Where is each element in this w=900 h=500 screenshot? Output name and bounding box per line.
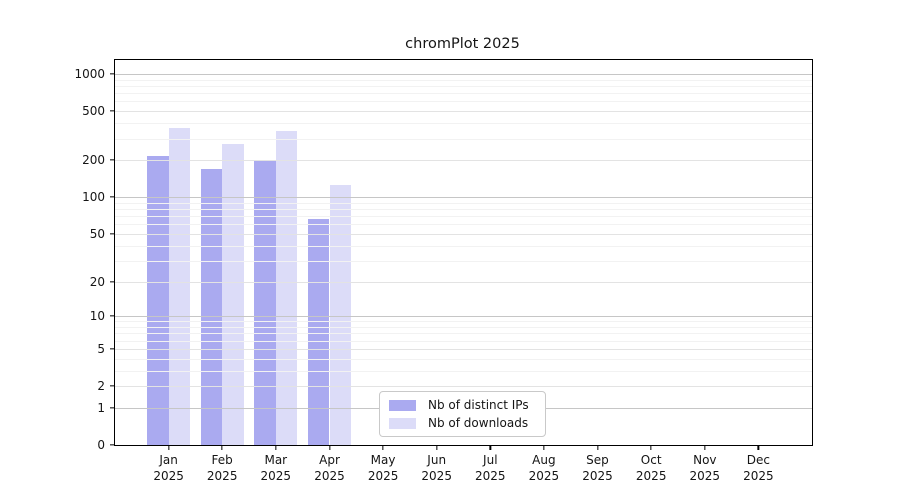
legend-item-distinct-ips: Nb of distinct IPs (389, 398, 536, 412)
bar-distinct-ips-mar (254, 160, 276, 445)
y-tick-label-2: 2 (97, 379, 105, 393)
y-tick-label-100: 100 (82, 190, 105, 205)
bar-distinct-ips-jan (147, 156, 169, 445)
x-tick-may (382, 445, 384, 450)
y-tick-0 (110, 444, 115, 446)
x-tick-year: 2025 (206, 469, 238, 483)
x-tick-label-dec: Dec 2025 (743, 452, 774, 484)
x-tick-nov (704, 445, 706, 450)
x-tick-apr (328, 445, 331, 450)
x-tick-label-sep: Sep 2025 (582, 452, 613, 484)
x-tick-jul (489, 445, 491, 450)
x-tick-month: Nov (693, 453, 717, 467)
y-tick-label-20: 20 (89, 274, 105, 289)
x-tick-label-oct: Oct 2025 (636, 452, 667, 484)
legend-swatch-distinct-ips (389, 399, 416, 411)
y-tick-label-50: 50 (89, 226, 105, 241)
y-tick-1 (110, 407, 115, 409)
bars-layer (115, 60, 812, 445)
y-tick-5 (110, 348, 115, 350)
x-tick-month: Aug (532, 453, 556, 467)
y-tick-label-10: 10 (89, 309, 105, 324)
y-tick-label-1000: 1000 (74, 67, 105, 81)
x-tick-jan (167, 445, 170, 450)
x-tick-label-nov: Nov 2025 (690, 452, 721, 484)
y-tick-2 (110, 385, 115, 387)
x-tick-oct (650, 445, 652, 450)
y-tick-200 (110, 159, 115, 161)
x-tick-month: Sep (586, 453, 609, 467)
plot-area: 0 1 2 5 10 20 50 100 200 500 1000 Jan 2025 Feb 2025 Ma… (74, 59, 813, 483)
x-tick-year: 2025 (153, 469, 184, 483)
bar-downloads-jan (168, 128, 190, 445)
x-tick-mar (275, 445, 277, 450)
x-tick-year: 2025 (475, 469, 506, 483)
x-tick-month: Feb (211, 453, 233, 467)
bar-distinct-ips-feb (200, 168, 223, 445)
y-tick-10 (110, 315, 115, 317)
y-tick-label-5: 5 (97, 341, 105, 356)
y-tick-label-200: 200 (82, 153, 105, 168)
x-tick-label-apr: Apr 2025 (314, 452, 345, 484)
x-tick-aug (543, 445, 545, 450)
x-tick-label-jun: Jun 2025 (421, 452, 452, 484)
y-tick-1000 (110, 73, 115, 75)
legend-label-downloads: Nb of downloads (428, 416, 529, 430)
x-tick-month: Oct (640, 453, 662, 467)
x-tick-month: Apr (319, 453, 340, 467)
x-tick-feb (221, 445, 223, 450)
x-tick-year: 2025 (635, 469, 667, 483)
x-tick-year: 2025 (528, 469, 560, 483)
bar-downloads-mar (275, 131, 298, 445)
x-tick-year: 2025 (367, 469, 399, 483)
x-tick-month: Mar (264, 453, 288, 467)
x-tick-year: 2025 (421, 469, 452, 483)
bar-downloads-apr (329, 185, 351, 445)
x-tick-year: 2025 (582, 469, 613, 483)
bar-distinct-ips-apr (308, 219, 330, 445)
y-tick-100 (110, 196, 115, 198)
x-tick-label-jan: Jan 2025 (153, 452, 184, 484)
x-tick-month: Jun (427, 453, 447, 467)
x-tick-label-aug: Aug 2025 (529, 452, 560, 484)
x-tick-year: 2025 (689, 469, 721, 483)
x-tick-month: Dec (746, 453, 771, 467)
y-tick-label-1: 1 (97, 400, 105, 415)
x-tick-month: Jan (159, 453, 178, 467)
x-tick-sep (596, 445, 599, 450)
y-tick-500 (110, 110, 115, 112)
x-tick-label-mar: Mar 2025 (261, 452, 292, 484)
x-tick-label-may: May 2025 (368, 452, 399, 484)
x-tick-label-feb: Feb 2025 (207, 452, 238, 484)
y-tick-label-500: 500 (82, 104, 105, 119)
x-tick-dec (757, 445, 760, 450)
bar-downloads-feb (222, 144, 244, 445)
y-tick-50 (110, 233, 115, 235)
legend: Nb of distinct IPs Nb of downloads (379, 391, 546, 437)
x-tick-month: Jul (483, 453, 498, 467)
legend-swatch-downloads (389, 417, 416, 429)
y-tick-label-0: 0 (97, 438, 105, 452)
x-tick-month: May (370, 453, 396, 467)
x-tick-label-jul: Jul 2025 (475, 452, 506, 484)
legend-item-downloads: Nb of downloads (389, 416, 536, 430)
x-tick-year: 2025 (314, 469, 345, 483)
x-tick-year: 2025 (260, 469, 292, 483)
x-tick-year: 2025 (743, 469, 774, 483)
chart-title: chromPlot 2025 (405, 36, 520, 52)
y-tick-20 (110, 280, 115, 283)
legend-label-distinct-ips: Nb of distinct IPs (428, 398, 529, 412)
x-tick-jun (436, 445, 438, 450)
